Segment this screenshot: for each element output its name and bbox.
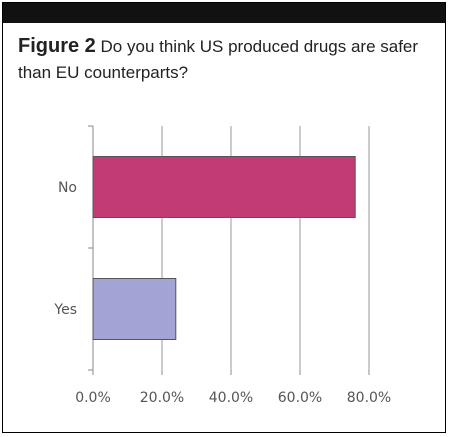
x-tick-label: 20.0% [140, 390, 184, 406]
x-tick-label: 80.0% [347, 390, 391, 406]
figure-label: Figure 2 [18, 35, 96, 57]
bar-no [92, 156, 356, 218]
chart-area: 0.0% 20.0% 40.0% 60.0% 80.0% No Yes [15, 108, 439, 426]
x-tick-label: 40.0% [209, 390, 253, 406]
y-category-label: Yes [53, 302, 77, 318]
x-tick-label: 60.0% [278, 390, 322, 406]
figure-question: Do you think US produced drugs are safer… [18, 37, 419, 82]
y-category-label: No [58, 180, 77, 196]
figure-caption: Figure 2 Do you think US produced drugs … [18, 33, 438, 86]
bar-yes [92, 278, 177, 340]
figure-frame: Figure 2 Do you think US produced drugs … [2, 2, 446, 433]
bar-chart: 0.0% 20.0% 40.0% 60.0% 80.0% No Yes [53, 125, 391, 406]
x-tick-label: 0.0% [75, 390, 111, 406]
header-bar [3, 3, 445, 23]
